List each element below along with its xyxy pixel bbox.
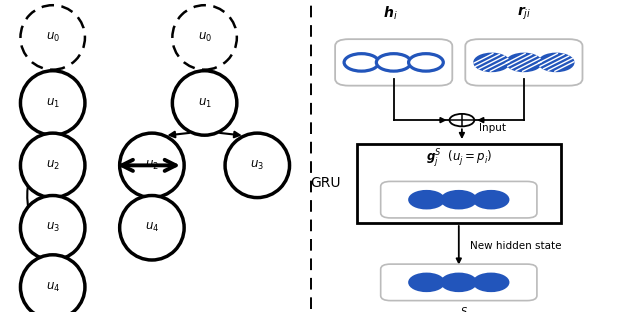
Text: $u_1$: $u_1$ <box>46 96 60 110</box>
Circle shape <box>441 274 476 291</box>
Text: $u_2$: $u_2$ <box>46 159 60 172</box>
Ellipse shape <box>20 133 85 197</box>
FancyBboxPatch shape <box>381 264 537 301</box>
Ellipse shape <box>120 196 184 260</box>
Text: GRU: GRU <box>311 176 341 190</box>
Text: $u_3$: $u_3$ <box>250 159 264 172</box>
Circle shape <box>474 274 508 291</box>
Text: $u_4$: $u_4$ <box>46 280 60 294</box>
FancyBboxPatch shape <box>381 182 537 218</box>
Text: $u_1$: $u_1$ <box>198 96 211 110</box>
Ellipse shape <box>172 5 237 70</box>
Text: $\boldsymbol{r}_{ji}$: $\boldsymbol{r}_{ji}$ <box>516 4 531 22</box>
Ellipse shape <box>20 5 85 70</box>
Text: Input: Input <box>479 123 507 133</box>
Circle shape <box>409 274 444 291</box>
Circle shape <box>474 54 509 71</box>
Text: $u_4$: $u_4$ <box>145 221 159 234</box>
Circle shape <box>507 54 541 71</box>
Ellipse shape <box>20 255 85 312</box>
Circle shape <box>441 191 476 208</box>
Circle shape <box>409 54 443 71</box>
Ellipse shape <box>120 133 184 197</box>
Circle shape <box>474 191 508 208</box>
Circle shape <box>376 54 411 71</box>
Ellipse shape <box>225 133 290 197</box>
Ellipse shape <box>20 71 85 135</box>
Text: $\boldsymbol{g}_i^S$: $\boldsymbol{g}_i^S$ <box>450 305 467 312</box>
Circle shape <box>344 54 379 71</box>
Ellipse shape <box>20 196 85 260</box>
Text: $u_0$: $u_0$ <box>46 31 60 44</box>
Text: $u_0$: $u_0$ <box>198 31 211 44</box>
Circle shape <box>539 54 574 71</box>
Text: $u_3$: $u_3$ <box>46 221 60 234</box>
Circle shape <box>409 191 444 208</box>
FancyBboxPatch shape <box>356 144 561 223</box>
FancyBboxPatch shape <box>335 39 453 85</box>
Text: $u_2$: $u_2$ <box>145 159 159 172</box>
Text: $\boldsymbol{g}_j^S$  $(u_j = p_i)$: $\boldsymbol{g}_j^S$ $(u_j = p_i)$ <box>425 148 492 169</box>
FancyBboxPatch shape <box>465 39 583 85</box>
Circle shape <box>450 114 474 126</box>
Text: New hidden state: New hidden state <box>470 241 562 251</box>
Text: $\boldsymbol{h}_i$: $\boldsymbol{h}_i$ <box>383 4 398 22</box>
Ellipse shape <box>172 71 237 135</box>
